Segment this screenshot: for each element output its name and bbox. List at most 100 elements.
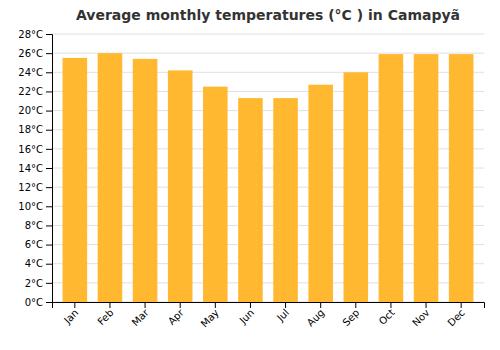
x-tick: Jan [61, 302, 80, 326]
y-tick-mark [46, 264, 52, 265]
y-tick-label: 12°C [18, 182, 43, 193]
y-tick: 10°C [18, 201, 52, 212]
y-tick: 24°C [18, 67, 52, 78]
y-tick: 8°C [25, 220, 52, 231]
y-tick-mark [46, 302, 52, 303]
x-tick: Dec [445, 302, 466, 328]
y-tick-mark [46, 53, 52, 54]
y-tick: 0°C [25, 297, 52, 308]
x-tick-mark [180, 302, 181, 308]
x-tick-mark [355, 302, 356, 308]
x-tick-label: Jan [61, 307, 80, 326]
x-tick-label: Nov [410, 307, 432, 329]
y-tick-label: 16°C [18, 144, 43, 155]
bar [238, 98, 263, 302]
y-tick: 4°C [25, 258, 52, 269]
y-tick: 18°C [18, 124, 52, 135]
y-tick-mark [46, 149, 52, 150]
x-tick: Oct [377, 302, 397, 327]
x-tick: Aug [305, 302, 327, 329]
bar [273, 98, 298, 302]
y-tick-label: 28°C [18, 29, 43, 40]
y-axis: 0°C 2°C 4°C 6°C 8°C 10°C 12°C 14°C 16°C 18°C 20°C 2… [18, 29, 52, 308]
x-tick-label: Feb [95, 307, 115, 327]
x-tick: Jun [237, 302, 257, 326]
y-tick-mark [46, 91, 52, 92]
x-tick: Apr [166, 302, 187, 327]
y-tick: 12°C [18, 182, 52, 193]
x-tick: Jul [274, 302, 291, 324]
x-tick-label: Dec [445, 307, 466, 328]
x-tick: Sep [340, 302, 361, 328]
x-tick: May [199, 302, 221, 329]
y-tick-mark [46, 130, 52, 131]
x-tick-label: Aug [305, 307, 327, 329]
x-tick: Mar [130, 302, 152, 328]
x-tick-mark [461, 302, 462, 308]
x-tick-mark [285, 302, 286, 308]
x-axis: Jan Feb Mar Apr May Jun Jul Aug Sep Oct Nov Dec [53, 302, 485, 329]
y-tick-label: 8°C [25, 220, 43, 231]
bar [449, 54, 474, 302]
y-tick-label: 24°C [18, 67, 43, 78]
y-tick-label: 10°C [18, 201, 43, 212]
y-tick-label: 18°C [18, 124, 43, 135]
y-tick-mark [46, 168, 52, 169]
bar [98, 53, 123, 302]
y-tick-mark [46, 187, 52, 188]
x-tick: Feb [95, 302, 115, 327]
x-tick-label: May [199, 307, 221, 329]
y-tick-mark [46, 34, 52, 35]
x-axis-line [53, 303, 485, 309]
bar [344, 72, 369, 302]
bar [133, 59, 158, 302]
x-tick-label: Sep [340, 307, 361, 328]
x-tick-mark [320, 302, 321, 308]
bar [414, 54, 439, 302]
y-tick: 20°C [18, 105, 52, 116]
bar [379, 54, 404, 302]
y-tick: 28°C [18, 29, 52, 40]
bar [63, 58, 88, 302]
plot-area: 0°C 2°C 4°C 6°C 8°C 10°C 12°C 14°C 16°C 18°C 20°C 2… [18, 29, 484, 330]
y-tick-label: 6°C [25, 239, 43, 250]
chart-container: 0°C 2°C 4°C 6°C 8°C 10°C 12°C 14°C 16°C 18°C 20°C 2… [0, 0, 500, 350]
x-tick-label: Oct [377, 307, 397, 327]
x-tick-mark [145, 302, 146, 308]
y-tick-label: 2°C [25, 278, 43, 289]
x-tick-mark [215, 302, 216, 308]
x-tick-mark [250, 302, 251, 308]
x-tick-label: Apr [166, 306, 187, 327]
x-tick-label: Jul [274, 307, 291, 324]
y-tick-label: 26°C [18, 48, 43, 59]
bars [63, 53, 474, 302]
y-tick: 16°C [18, 144, 52, 155]
x-tick-mark [426, 302, 427, 308]
y-tick-label: 20°C [18, 105, 43, 116]
y-tick-mark [46, 111, 52, 112]
x-tick-label: Mar [130, 306, 152, 328]
y-tick-label: 4°C [25, 258, 43, 269]
x-tick: Nov [410, 302, 432, 329]
y-tick-label: 14°C [18, 163, 43, 174]
y-tick-mark [46, 283, 52, 284]
y-tick: 14°C [18, 163, 52, 174]
x-tick-mark [74, 302, 75, 308]
x-tick-mark [109, 302, 110, 308]
y-tick-label: 0°C [25, 297, 43, 308]
bar [203, 87, 228, 302]
grid-line [52, 34, 484, 35]
bar [308, 85, 333, 302]
y-axis-line [46, 35, 53, 303]
y-tick-mark [46, 206, 52, 207]
grid [52, 34, 484, 302]
y-tick-mark [46, 225, 52, 226]
y-tick: 26°C [18, 48, 52, 59]
chart-svg: 0°C 2°C 4°C 6°C 8°C 10°C 12°C 14°C 16°C 18°C 20°C 2… [0, 0, 500, 350]
y-tick: 22°C [18, 86, 52, 97]
y-tick-mark [46, 245, 52, 246]
y-tick-mark [46, 72, 52, 73]
chart-title: Average monthly temperatures (°C ) in Ca… [76, 7, 460, 23]
x-tick-label: Jun [237, 307, 257, 327]
y-tick-label: 22°C [18, 86, 43, 97]
